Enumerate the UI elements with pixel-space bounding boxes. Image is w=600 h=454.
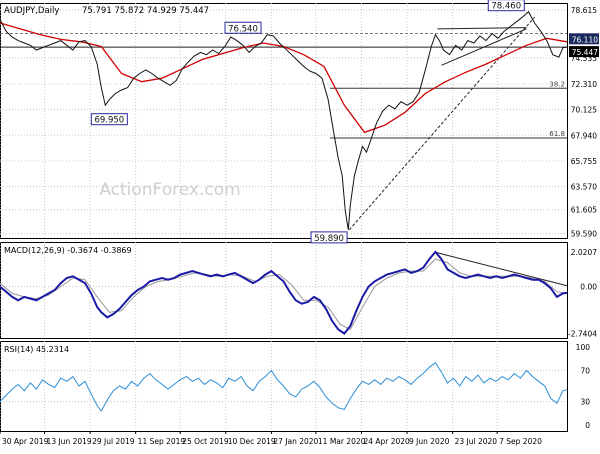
annotation-label-3: 59.890 xyxy=(314,234,344,244)
price-tick-0: 78.615 xyxy=(571,6,597,15)
price-tick-3: 74.535 xyxy=(571,54,597,63)
rising-trendline xyxy=(348,16,535,231)
price-tick-4: 72.310 xyxy=(571,80,597,89)
chart-ohlc: 75.791 75.872 74.929 75.447 xyxy=(82,6,209,16)
rsi-title: RSI(14) 45.2314 xyxy=(4,345,69,354)
rsi-line xyxy=(0,361,568,412)
macd-title: MACD(12,26,9) -0.3674 -0.3869 xyxy=(4,246,132,255)
key-level-tag xyxy=(569,33,599,45)
price-tick-8: 63.570 xyxy=(571,183,597,192)
x-label-7: 11 Mar 2020 xyxy=(318,437,366,446)
annotation-box-1 xyxy=(487,0,525,12)
macd-trendline xyxy=(435,251,568,287)
x-label-3: 11 Sep 2019 xyxy=(138,437,186,446)
x-label-9: 9 Jun 2020 xyxy=(409,437,450,446)
macd-tick-0: 2.0207 xyxy=(571,248,597,257)
x-label-6: 27 Jan 2020 xyxy=(273,437,318,446)
macd-panel-frame xyxy=(0,242,568,339)
last-price-label: 75.447 xyxy=(572,48,598,57)
annotation-box-0 xyxy=(224,21,262,34)
rsi-tick-0: 100 xyxy=(576,343,591,352)
x-label-0: 30 Apr 2019 xyxy=(2,437,49,446)
chart-symbol: AUDJPY,Daily xyxy=(4,6,59,16)
x-label-5: 10 Dec 2019 xyxy=(228,437,276,446)
triangle-bottom-line xyxy=(441,28,527,66)
watermark: ActionForex.com xyxy=(99,180,240,200)
annotation-label-1: 78.460 xyxy=(491,2,521,12)
price-panel-frame xyxy=(0,3,568,239)
key-level-label: 76.110 xyxy=(572,35,598,44)
price-tick-6: 67.940 xyxy=(571,131,597,140)
rsi-tick-3: 0 xyxy=(585,421,590,430)
macd-line xyxy=(0,250,568,335)
x-label-11: 7 Sep 2020 xyxy=(499,437,542,446)
price-tick-9: 61.605 xyxy=(571,206,597,215)
x-label-10: 23 Jul 2020 xyxy=(455,437,498,446)
x-label-2: 29 Jul 2019 xyxy=(92,437,135,446)
price-line xyxy=(0,10,568,230)
retracement-label-1: 61.8 xyxy=(549,130,565,138)
macd-tick-2: -2.7404 xyxy=(568,330,597,339)
price-tick-10: 59.590 xyxy=(571,229,597,238)
retracement-label-0: 38.2 xyxy=(549,80,565,88)
price-tick-7: 65.755 xyxy=(571,157,597,166)
macd-signal-line xyxy=(0,258,568,331)
triangle-top-line xyxy=(437,27,527,30)
x-label-8: 24 Apr 2020 xyxy=(363,437,410,446)
macd-tick-1: 0.00 xyxy=(580,283,597,292)
price-tick-5: 70.125 xyxy=(571,106,597,115)
last-price-tag xyxy=(569,46,599,58)
x-label-4: 25 Oct 2019 xyxy=(182,437,229,446)
rsi-tick-1: 70 xyxy=(580,366,590,375)
x-label-1: 13 Jun 2019 xyxy=(47,437,92,446)
annotation-label-2: 69.950 xyxy=(94,116,124,126)
annotation-box-2 xyxy=(90,113,128,126)
annotation-label-0: 76.540 xyxy=(228,24,258,34)
annotation-box-3 xyxy=(310,231,348,244)
rsi-tick-2: 30 xyxy=(580,398,590,407)
